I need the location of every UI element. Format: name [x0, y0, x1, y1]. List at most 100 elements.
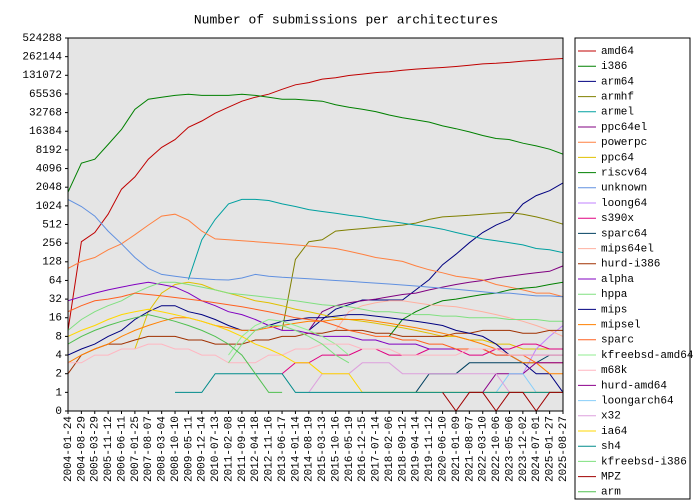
chart-title: Number of submissions per architectures	[194, 12, 498, 27]
series-line	[68, 343, 563, 364]
plot-border	[67, 37, 564, 412]
series-line	[522, 325, 563, 374]
x-tick-label: 2024-07-01	[531, 416, 543, 482]
legend-box	[574, 37, 691, 500]
legend-label: hppa	[601, 289, 628, 301]
series-line	[68, 281, 563, 331]
x-tick-label: 2022-03-10	[478, 416, 490, 482]
legend-label: hurd-amd64	[601, 380, 667, 392]
x-tick-label: 2005-03-29	[90, 416, 102, 482]
y-tick-label: 64	[49, 275, 63, 287]
y-tick-label: 128	[42, 257, 62, 269]
y-tick-label: 32768	[29, 108, 62, 120]
legend-label: ppc64	[601, 152, 634, 164]
y-tick-label: 8192	[36, 145, 62, 157]
x-tick-label: 2018-09-12	[397, 416, 409, 482]
y-tick-label: 2	[55, 369, 62, 381]
legend-label: ia64	[601, 426, 628, 438]
legend-label: loong64	[601, 198, 648, 210]
series-line	[281, 211, 563, 331]
legend-label: riscv64	[601, 168, 648, 180]
x-tick-label: 2009-12-14	[197, 416, 209, 482]
y-tick-label: 4096	[36, 163, 62, 175]
series-line	[187, 198, 563, 280]
y-tick-label: 1	[55, 387, 62, 399]
legend-label: armhf	[601, 92, 634, 104]
x-tick-label: 2025-01-27	[545, 416, 557, 482]
series-line	[335, 300, 563, 337]
series-line	[68, 58, 563, 331]
plot-area	[68, 38, 563, 411]
legend-label: arm64	[601, 76, 634, 88]
legend-label: kfreebsd-i386	[601, 456, 687, 468]
x-tick-label: 2017-07-14	[371, 416, 383, 482]
y-tick-label: 8	[55, 331, 62, 343]
y-tick-label: 262144	[22, 52, 62, 64]
legend-label: sparc64	[601, 228, 648, 240]
y-tick-label: 16	[49, 313, 62, 325]
series-line	[308, 265, 563, 331]
y-tick-label: 65536	[29, 89, 62, 101]
y-tick-label: 524288	[22, 33, 62, 45]
legend-label: mips	[601, 304, 627, 316]
x-tick-label: 2011-02-08	[223, 416, 235, 482]
x-tick-label: 2008-03-04	[157, 416, 169, 482]
x-tick-label: 2007-08-07	[143, 416, 155, 482]
y-tick-label: 16384	[29, 126, 62, 138]
x-tick-label: 2009-05-11	[183, 416, 195, 482]
x-tick-label: 2016-05-19	[344, 416, 356, 482]
x-tick-label: 2014-01-14	[290, 416, 302, 482]
x-tick-label: 2018-02-06	[384, 416, 396, 482]
legend-label: loongarch64	[601, 396, 674, 408]
x-tick-label: 2004-08-29	[76, 416, 88, 482]
x-tick-label: 2010-07-13	[210, 416, 222, 482]
legend-label: unknown	[601, 183, 647, 195]
legend-label: hurd-i386	[601, 259, 660, 271]
x-tick-label: 2020-06-10	[438, 416, 450, 482]
x-tick-label: 2019-11-12	[424, 416, 436, 482]
x-tick-label: 2022-10-06	[491, 416, 503, 482]
y-tick-label: 32	[49, 294, 62, 306]
x-tick-label: 2007-01-25	[130, 416, 142, 482]
y-tick-label: 512	[42, 219, 62, 231]
legend-label: arm	[601, 487, 621, 499]
series-line	[68, 314, 283, 393]
legend-label: sparc	[601, 335, 634, 347]
x-tick-label: 2015-10-16	[330, 416, 342, 482]
series-line	[68, 93, 563, 193]
legend-label: mipsel	[601, 320, 641, 332]
legend-label: sh4	[601, 441, 621, 453]
legend-label: armel	[601, 107, 634, 119]
x-tick-label: 2006-06-11	[116, 416, 128, 482]
x-tick-label: 2004-01-24	[63, 416, 75, 482]
x-tick-label: 2015-03-13	[317, 416, 329, 482]
legend-label: mips64el	[601, 244, 654, 256]
y-tick-label: 131072	[22, 70, 62, 82]
legend-label: ppc64el	[601, 122, 647, 134]
x-tick-label: 2012-11-16	[264, 416, 276, 482]
legend-label: s390x	[601, 213, 634, 225]
x-tick-label: 2023-05-06	[504, 416, 516, 482]
legend-label: x32	[601, 411, 621, 423]
x-tick-label: 2019-04-14	[411, 416, 423, 482]
legend-label: m68k	[601, 365, 628, 377]
x-tick-label: 2013-06-17	[277, 416, 289, 482]
legend-label: MPZ	[601, 472, 621, 484]
y-tick-label: 2048	[36, 182, 62, 194]
legend-label: alpha	[601, 274, 634, 286]
y-tick-label: 0	[55, 406, 62, 418]
x-tick-label: 2016-12-15	[357, 416, 369, 482]
x-tick-label: 2023-12-02	[518, 416, 530, 482]
series-line	[281, 343, 563, 375]
x-tick-label: 2014-08-19	[304, 416, 316, 482]
y-tick-label: 256	[42, 238, 62, 250]
series-line	[175, 373, 563, 393]
x-tick-label: 2005-11-12	[103, 416, 115, 482]
series-line	[68, 317, 563, 375]
x-tick-label: 2025-08-27	[558, 416, 570, 482]
series-line	[68, 305, 563, 393]
series-line	[442, 391, 563, 411]
x-tick-label: 2008-10-10	[170, 416, 182, 482]
x-tick-label: 2021-01-09	[451, 416, 463, 482]
